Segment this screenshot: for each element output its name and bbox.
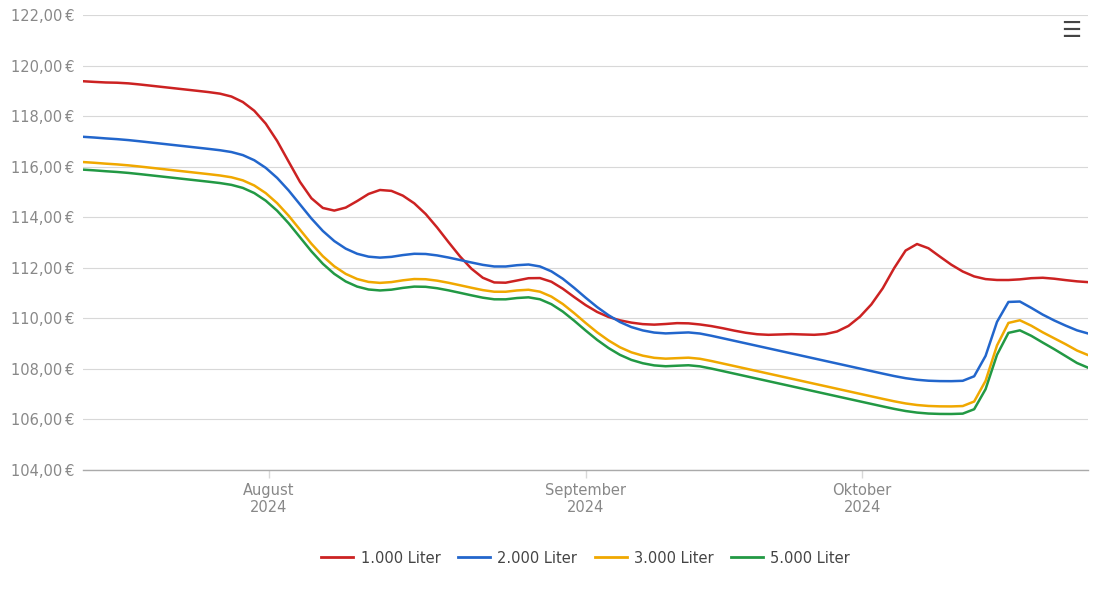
Legend: 1.000 Liter, 2.000 Liter, 3.000 Liter, 5.000 Liter: 1.000 Liter, 2.000 Liter, 3.000 Liter, 5… xyxy=(315,545,856,571)
Text: ☰: ☰ xyxy=(1061,21,1081,41)
